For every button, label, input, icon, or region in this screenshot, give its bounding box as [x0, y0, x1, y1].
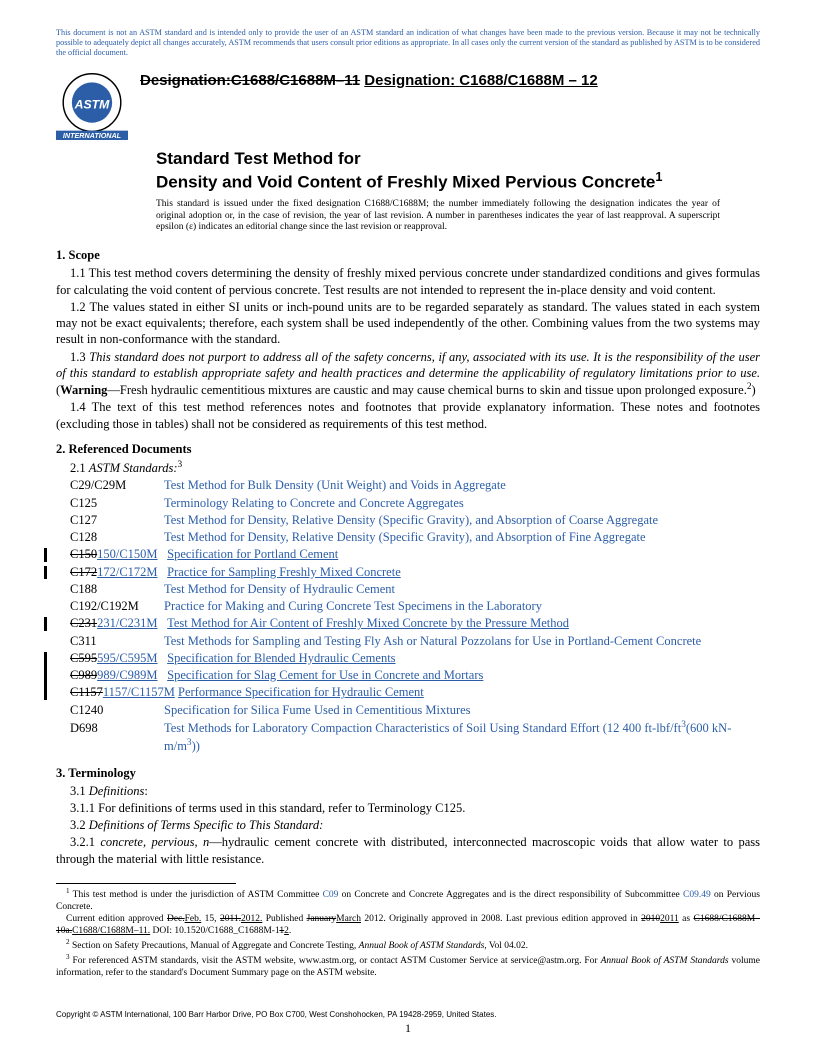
- old-designation: Designation:C1688/C1688M–11: [140, 72, 360, 89]
- ref-change-group: C595595/C595M Specification for Blended …: [70, 650, 760, 702]
- ref-item: C595595/C595M Specification for Blended …: [70, 650, 760, 667]
- scope-head: 1. Scope: [56, 248, 760, 263]
- page: This document is not an ASTM standard an…: [0, 0, 816, 1056]
- ref-item: C192/C192MPractice for Making and Curing…: [70, 598, 760, 615]
- ref-item: C125Terminology Relating to Concrete and…: [70, 495, 760, 512]
- terminology-body: 3.1 Definitions: 3.1.1 For definitions o…: [56, 783, 760, 867]
- ref-item: C128Test Method for Density, Relative De…: [70, 529, 760, 546]
- ref-item: C989989/C989M Specification for Slag Cem…: [70, 667, 760, 684]
- scope-1-1: 1.1 This test method covers determining …: [56, 265, 760, 298]
- ref-item: C1240Specification for Silica Fume Used …: [70, 702, 760, 719]
- standard-title: Standard Test Method for Density and Voi…: [156, 148, 760, 193]
- ref-item: C127Test Method for Density, Relative De…: [70, 512, 760, 529]
- footnote-rule: [56, 883, 236, 884]
- ref-item: D698Test Methods for Laboratory Compacti…: [70, 719, 760, 756]
- disclaimer-text: This document is not an ASTM standard an…: [56, 28, 760, 58]
- ref-item: C11571157/C1157M Performance Specificati…: [70, 684, 760, 701]
- ref-item: C29/C29MTest Method for Bulk Density (Un…: [70, 477, 760, 494]
- header-row: ASTM INTERNATIONAL Designation:C1688/C16…: [56, 68, 760, 140]
- ref-item: C311Test Methods for Sampling and Testin…: [70, 633, 760, 650]
- terminology-head: 3. Terminology: [56, 766, 760, 781]
- footnotes: 1 This test method is under the jurisdic…: [56, 887, 760, 980]
- ref-list: C29/C29MTest Method for Bulk Density (Un…: [70, 477, 760, 755]
- ref-item: C188Test Method for Density of Hydraulic…: [70, 581, 760, 598]
- astm-logo: ASTM INTERNATIONAL: [56, 68, 128, 140]
- refdocs-sub: 2.1 ASTM Standards:3: [56, 459, 760, 476]
- refdocs-head: 2. Referenced Documents: [56, 442, 760, 457]
- scope-1-2: 1.2 The values stated in either SI units…: [56, 299, 760, 348]
- ref-item: C231231/C231M Test Method for Air Conten…: [70, 615, 760, 632]
- ref-item: C172172/C172M Practice for Sampling Fres…: [70, 564, 760, 581]
- svg-text:INTERNATIONAL: INTERNATIONAL: [63, 130, 121, 139]
- title-block: Standard Test Method for Density and Voi…: [156, 148, 760, 193]
- page-number: 1: [0, 1021, 816, 1036]
- ref-item: C150150/C150M Specification for Portland…: [70, 546, 760, 563]
- issued-note: This standard is issued under the fixed …: [156, 199, 720, 235]
- new-designation: Designation: C1688/C1688M – 12: [364, 72, 597, 89]
- scope-1-4: 1.4 The text of this test method referen…: [56, 399, 760, 432]
- svg-text:ASTM: ASTM: [74, 97, 110, 111]
- copyright: Copyright © ASTM International, 100 Barr…: [56, 1010, 760, 1019]
- scope-body: 1.1 This test method covers determining …: [56, 265, 760, 432]
- designation-line: Designation:C1688/C1688M–11 Designation:…: [140, 72, 598, 89]
- scope-1-3: 1.3 This standard does not purport to ad…: [56, 349, 760, 399]
